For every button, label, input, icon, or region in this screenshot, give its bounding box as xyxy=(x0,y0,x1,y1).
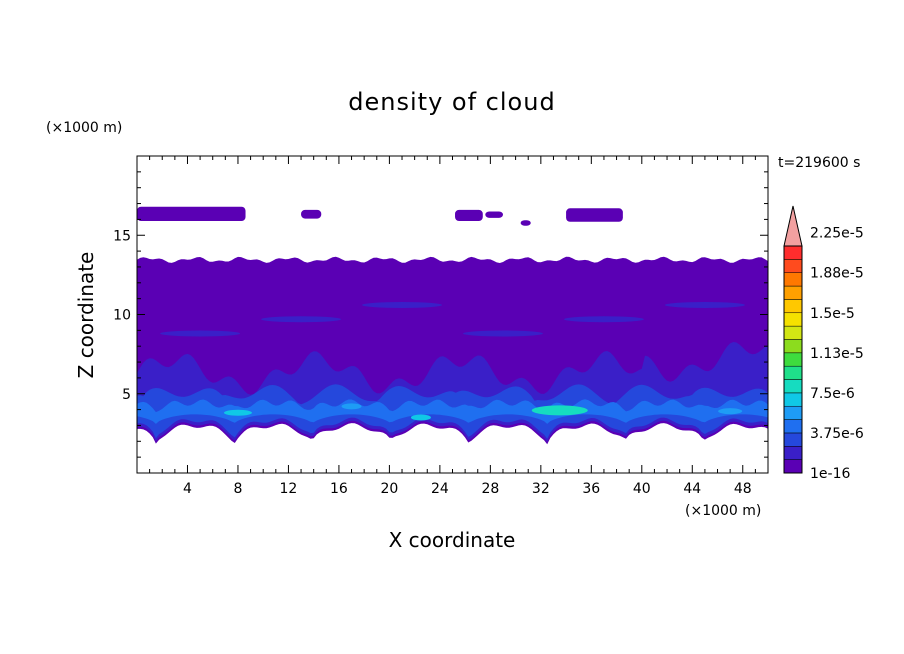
cloud-light-band xyxy=(137,399,768,424)
colorbar-label: 1.88e-5 xyxy=(810,266,864,282)
x-unit-label: (×1000 m) xyxy=(685,503,762,519)
x-tick-label: 20 xyxy=(380,481,398,497)
cloud-max-spot xyxy=(341,403,362,410)
colorbar-label: 1.5e-5 xyxy=(810,306,855,322)
cloud-streak xyxy=(362,301,443,308)
colorbar-swatch xyxy=(783,299,803,314)
x-tick-label: 8 xyxy=(233,481,242,497)
colorbar-swatch xyxy=(783,432,803,447)
cloud-max-spot xyxy=(410,414,431,421)
x-tick-label: 44 xyxy=(683,481,701,497)
chart-title: density of cloud xyxy=(348,88,556,116)
colorbar-swatch xyxy=(783,339,803,354)
colorbar-swatch xyxy=(783,365,803,380)
colorbar-swatch xyxy=(783,379,803,394)
colorbar-label: 7.5e-6 xyxy=(810,386,855,402)
cloud-streak xyxy=(261,316,342,323)
colorbar-swatch xyxy=(783,325,803,340)
colorbar-swatch xyxy=(783,405,803,420)
y-tick-label: 10 xyxy=(113,308,131,324)
colorbar-label: 1e-16 xyxy=(810,466,850,482)
colorbar-frame xyxy=(783,245,803,474)
cloud-streak xyxy=(462,330,543,337)
colorbar-swatch xyxy=(783,285,803,300)
colorbar-label: 2.25e-5 xyxy=(810,226,864,242)
colorbar-arrow xyxy=(783,205,803,247)
x-tick-label: 32 xyxy=(532,481,550,497)
x-tick-label: 36 xyxy=(582,481,600,497)
time-label: t=219600 s xyxy=(778,155,861,171)
plot-area xyxy=(137,206,768,445)
cloud-max-spot xyxy=(718,408,743,415)
colorbar-swatch xyxy=(783,459,803,474)
y-tick-label: 5 xyxy=(122,387,131,403)
colorbar-label: 3.75e-6 xyxy=(810,426,864,442)
cloud-upper-patch xyxy=(455,209,483,221)
x-tick-label: 12 xyxy=(280,481,298,497)
cloud-streak xyxy=(563,316,644,323)
x-tick-label: 28 xyxy=(481,481,499,497)
y-unit-label: (×1000 m) xyxy=(46,120,123,136)
colorbar-swatch xyxy=(783,446,803,460)
cloud-upper-patch xyxy=(137,206,246,221)
colorbar-swatch xyxy=(783,272,803,287)
colorbar-label: 1.13e-5 xyxy=(810,346,864,362)
cloud-streak xyxy=(160,330,241,337)
cloud-upper-patch xyxy=(520,220,531,226)
x-tick-label: 16 xyxy=(330,481,348,497)
cloud-max-spot xyxy=(531,405,588,416)
x-tick-label: 48 xyxy=(734,481,752,497)
x-tick-label: 24 xyxy=(431,481,449,497)
x-axis-label: X coordinate xyxy=(388,528,516,552)
x-tick-label: 4 xyxy=(183,481,192,497)
cloud-max-spot xyxy=(223,409,252,416)
colorbar-swatch xyxy=(783,245,803,260)
cloud-upper-patch xyxy=(485,211,503,218)
cloud-upper-patch xyxy=(301,209,322,219)
x-tick-label: 40 xyxy=(633,481,651,497)
cloud-streak xyxy=(664,301,745,308)
colorbar-swatch xyxy=(783,259,803,273)
colorbar-swatch xyxy=(783,352,803,367)
colorbar-swatch xyxy=(783,392,803,407)
colorbar-swatch xyxy=(783,312,803,327)
y-tick-label: 15 xyxy=(113,228,131,244)
cloud-upper-patch xyxy=(566,208,623,222)
colorbar-swatch xyxy=(783,419,803,434)
